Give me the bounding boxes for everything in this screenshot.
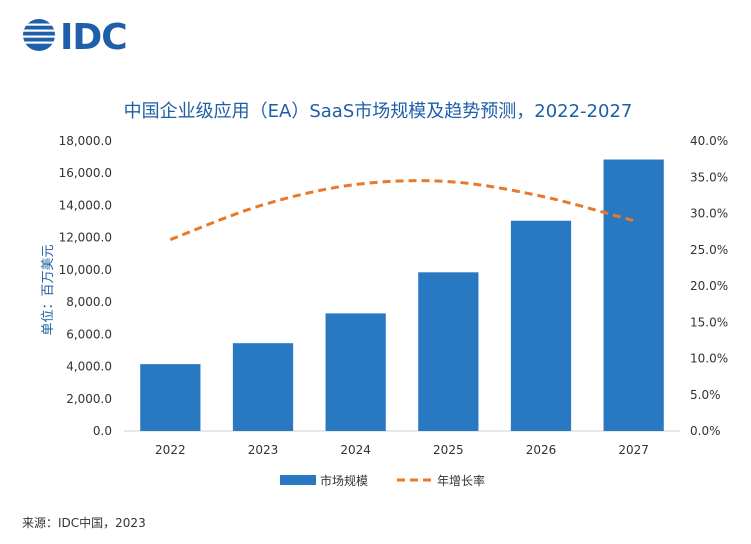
left-tick-label: 16,000.0 [59,166,112,180]
right-tick-label: 10.0% [690,352,728,366]
right-tick-label: 40.0% [690,134,728,148]
bar [418,272,479,431]
right-tick-label: 25.0% [690,243,728,257]
chart-title: 中国企业级应用（EA）SaaS市场规模及趋势预测，2022-2027 [124,101,633,122]
left-tick-label: 18,000.0 [59,134,112,148]
logo-text: IDC [60,17,127,56]
idc-logo: IDC [22,17,128,56]
bar [510,220,572,431]
x-axis-labels: 2022 2023 2024 2025 2026 2027 [155,443,649,457]
left-tick-label: 10,000.0 [59,263,112,277]
right-tick-label: 5.0% [690,388,721,402]
right-axis-ticks: 0.0% 5.0% 10.0% 15.0% 20.0% 25.0% 30.0% 35.0% 40… [690,134,728,438]
x-tick-label: 2023 [248,443,279,457]
x-tick-label: 2024 [340,443,371,457]
bar [325,313,386,431]
legend-bar-swatch [280,475,316,485]
x-tick-label: 2025 [433,443,464,457]
legend: 市场规模 年增长率 [280,473,485,488]
right-tick-label: 20.0% [690,279,728,293]
x-tick-label: 2022 [155,443,186,457]
right-tick-label: 15.0% [690,315,728,329]
legend-bar-label: 市场规模 [320,473,368,488]
left-tick-label: 14,000.0 [59,198,112,212]
bar-series [140,159,664,431]
source-note: 来源：IDC中国，2023 [22,515,146,530]
bar [140,364,201,431]
left-tick-label: 0.0 [93,424,112,438]
growth-rate-line [169,179,635,242]
left-axis-ticks: 0.0 2,000.0 4,000.0 6,000.0 8,000.0 10,000.0 1… [59,134,112,438]
legend-line-label: 年增长率 [437,473,485,488]
left-tick-label: 2,000.0 [66,392,112,406]
y-axis-label: 单位：百万美元 [41,244,56,335]
x-tick-label: 2026 [526,443,557,457]
bar [603,159,664,431]
x-tick-label: 2027 [618,443,649,457]
right-tick-label: 0.0% [690,424,721,438]
left-tick-label: 12,000.0 [59,231,112,245]
left-tick-label: 6,000.0 [66,327,112,341]
left-tick-label: 8,000.0 [66,295,112,309]
right-tick-label: 30.0% [690,207,728,221]
right-tick-label: 35.0% [690,170,728,184]
globe-icon [22,19,58,51]
bar [232,343,294,431]
left-tick-label: 4,000.0 [66,360,112,374]
